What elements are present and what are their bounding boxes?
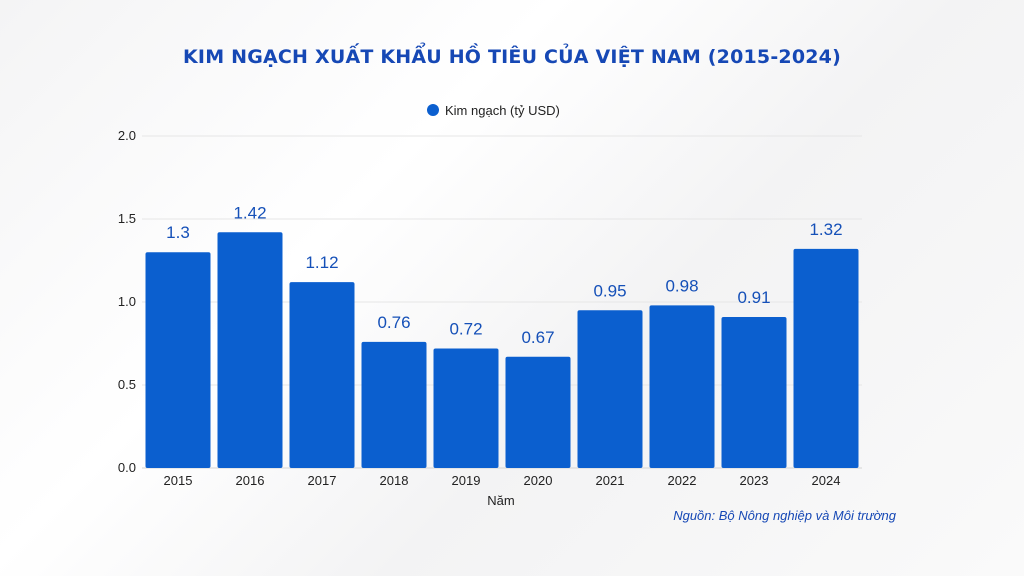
bar-2021	[577, 310, 643, 468]
bar-2019	[433, 348, 499, 468]
data-label-2017: 1.12	[305, 253, 338, 272]
bar-2015	[145, 252, 211, 468]
x-tick-label-2016: 2016	[236, 473, 265, 488]
y-tick-label: 1.0	[118, 294, 136, 309]
x-tick-label-2015: 2015	[164, 473, 193, 488]
source-note: Nguồn: Bộ Nông nghiệp và Môi trường	[673, 508, 896, 523]
y-tick-label: 0.5	[118, 377, 136, 392]
bars	[145, 232, 859, 468]
bar-2017	[289, 282, 355, 468]
data-label-2023: 0.91	[737, 288, 770, 307]
data-label-2024: 1.32	[809, 220, 842, 239]
y-tick-label: 1.5	[118, 211, 136, 226]
data-label-2019: 0.72	[449, 319, 482, 338]
chart-title: KIM NGẠCH XUẤT KHẨU HỒ TIÊU CỦA VIỆT NAM…	[183, 46, 841, 68]
x-tick-label-2024: 2024	[812, 473, 841, 488]
data-label-2018: 0.76	[377, 313, 410, 332]
x-tick-label-2022: 2022	[668, 473, 697, 488]
bar-2018	[361, 341, 427, 468]
y-tick-label: 2.0	[118, 128, 136, 143]
x-tick-label-2019: 2019	[452, 473, 481, 488]
x-tick-label-2021: 2021	[596, 473, 625, 488]
legend: Kim ngạch (tỷ USD)	[427, 103, 560, 118]
bar-2024	[793, 248, 859, 468]
data-label-2015: 1.3	[166, 223, 190, 242]
bar-2016	[217, 232, 283, 468]
x-tick-label-2020: 2020	[524, 473, 553, 488]
data-label-2016: 1.42	[233, 203, 266, 222]
data-labels: 1.3 1.42 1.12 0.76 0.72 0.67 0.95 0.98 0.91 1.32	[166, 203, 842, 347]
x-tick-label-2023: 2023	[740, 473, 769, 488]
legend-label: Kim ngạch (tỷ USD)	[445, 103, 560, 118]
bar-2020	[505, 356, 571, 468]
x-tick-label-2017: 2017	[308, 473, 337, 488]
bar-2022	[649, 305, 715, 468]
x-tick-label-2018: 2018	[380, 473, 409, 488]
data-label-2020: 0.67	[521, 328, 554, 347]
x-axis-label: Năm	[487, 493, 514, 508]
bar-2023	[721, 316, 787, 468]
legend-marker	[427, 104, 439, 116]
y-axis: 0.0 0.5 1.0 1.5 2.0	[118, 128, 136, 475]
x-axis: 2015 2016 2017 2018 2019 2020 2021 2022 2023 2024	[164, 473, 841, 488]
data-label-2021: 0.95	[593, 281, 626, 300]
y-tick-label: 0.0	[118, 460, 136, 475]
data-label-2022: 0.98	[665, 276, 698, 295]
